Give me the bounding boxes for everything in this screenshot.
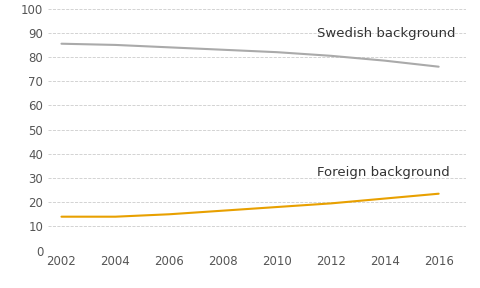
Text: Swedish background: Swedish background [317, 27, 456, 40]
Text: Foreign background: Foreign background [317, 166, 450, 179]
